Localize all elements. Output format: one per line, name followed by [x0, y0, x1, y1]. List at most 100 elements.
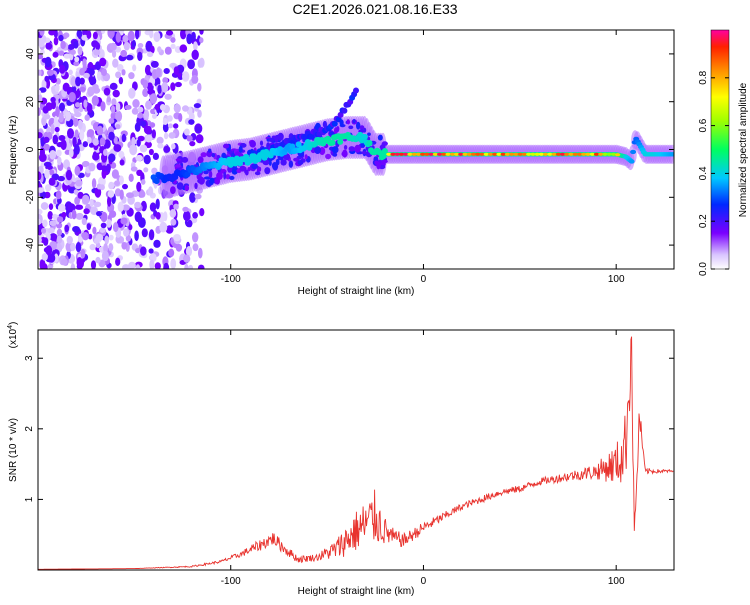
- noise-blob: [67, 44, 75, 50]
- y-tick-label: 1: [24, 496, 35, 502]
- noise-blob: [56, 149, 62, 157]
- noise-blob: [101, 30, 106, 35]
- noise-blob: [189, 192, 196, 203]
- noise-blob: [94, 187, 102, 198]
- noise-blob: [73, 144, 80, 155]
- y-tick-label: 2: [24, 426, 35, 432]
- noise-blob: [197, 58, 203, 68]
- noise-blob: [38, 171, 42, 181]
- noise-blob: [154, 262, 161, 269]
- noise-blob: [75, 242, 82, 253]
- ridge-scatter: [356, 121, 361, 130]
- ridge-hotspot: [411, 152, 417, 156]
- noise-blob: [188, 264, 194, 269]
- noise-blob: [108, 118, 115, 124]
- ridge-scatter: [280, 159, 287, 166]
- ridge-scatter: [314, 146, 321, 155]
- noise-blob: [38, 208, 43, 215]
- noise-blob: [73, 189, 79, 195]
- noise-blob: [168, 123, 173, 129]
- snr-frame: [37, 329, 675, 571]
- colorbar-tick-label: 0.4: [698, 166, 709, 180]
- noise-blob: [92, 151, 98, 161]
- noise-blob: [159, 221, 168, 233]
- noise-blob: [74, 129, 79, 140]
- spectrogram-marks: [38, 30, 674, 269]
- noise-blob: [148, 248, 154, 254]
- noise-blob: [115, 31, 122, 43]
- upper-branch-mark: [335, 116, 342, 123]
- noise-blob: [150, 45, 155, 54]
- noise-blob: [99, 184, 105, 191]
- noise-blob: [180, 30, 187, 40]
- noise-blob: [38, 93, 43, 103]
- noise-blob: [110, 105, 116, 114]
- colorbar-gradient: [710, 29, 730, 270]
- noise-blob: [75, 102, 81, 108]
- noise-blob: [65, 169, 73, 181]
- noise-blob: [79, 77, 85, 85]
- noise-blob: [153, 31, 161, 43]
- noise-blob: [96, 125, 104, 136]
- noise-blob: [54, 253, 59, 263]
- ridge-scatter: [348, 125, 354, 130]
- noise-blob: [77, 191, 84, 199]
- noise-blob: [63, 53, 71, 59]
- ridge-scatter: [359, 125, 365, 130]
- noise-blob: [107, 30, 115, 39]
- ridge-hotspot: [581, 152, 587, 156]
- noise-blob: [51, 100, 56, 110]
- ridge-core: [337, 138, 344, 145]
- noise-blob: [58, 112, 64, 123]
- noise-blob: [118, 76, 124, 85]
- noise-blob: [69, 53, 74, 61]
- noise-blob: [57, 203, 66, 212]
- noise-blob: [52, 51, 59, 58]
- noise-blob: [121, 133, 127, 143]
- ridge-hotspot: [585, 152, 591, 156]
- noise-blob: [119, 159, 125, 166]
- noise-blob: [99, 137, 106, 146]
- noise-blob: [68, 148, 74, 158]
- noise-blob: [108, 234, 114, 241]
- ridge-hotspot: [526, 152, 532, 156]
- noise-blob: [109, 42, 117, 51]
- ridge-scatter: [277, 132, 284, 141]
- noise-blob: [127, 30, 135, 42]
- ridge-scatter: [348, 146, 355, 152]
- noise-blob: [91, 178, 97, 189]
- ridge-hotspot: [479, 152, 485, 156]
- noise-blob: [185, 246, 193, 257]
- ridge-hotspot: [432, 152, 438, 156]
- ridge-hotspot: [398, 152, 405, 156]
- noise-blob: [88, 142, 95, 148]
- noise-blob: [157, 84, 162, 94]
- ridge-hotspot: [466, 152, 472, 156]
- noise-blob: [49, 169, 55, 176]
- ridge-scatter: [354, 144, 361, 153]
- noise-blob: [122, 264, 130, 269]
- noise-blob: [111, 169, 119, 179]
- noise-blob: [143, 125, 152, 135]
- ridge-hotspot: [496, 152, 502, 156]
- noise-blob: [168, 248, 175, 257]
- noise-blob: [173, 66, 179, 75]
- noise-blob: [179, 44, 188, 53]
- ridge-hotspot: [394, 152, 400, 156]
- ridge-scatter: [247, 167, 251, 172]
- noise-blob: [86, 223, 92, 231]
- ridge-core: [329, 139, 336, 146]
- noise-blob: [108, 153, 116, 163]
- noise-blob: [112, 58, 119, 68]
- noise-blob: [41, 79, 47, 90]
- noise-blob: [170, 258, 177, 269]
- noise-blob: [148, 148, 154, 156]
- noise-blob: [40, 49, 45, 55]
- ridge-hotspot: [560, 152, 566, 156]
- ridge-hotspot: [424, 152, 430, 156]
- snr-multiplier: (x104): [7, 322, 19, 349]
- ridge-scatter: [209, 177, 215, 183]
- noise-blob: [56, 228, 63, 236]
- noise-blob: [100, 222, 107, 229]
